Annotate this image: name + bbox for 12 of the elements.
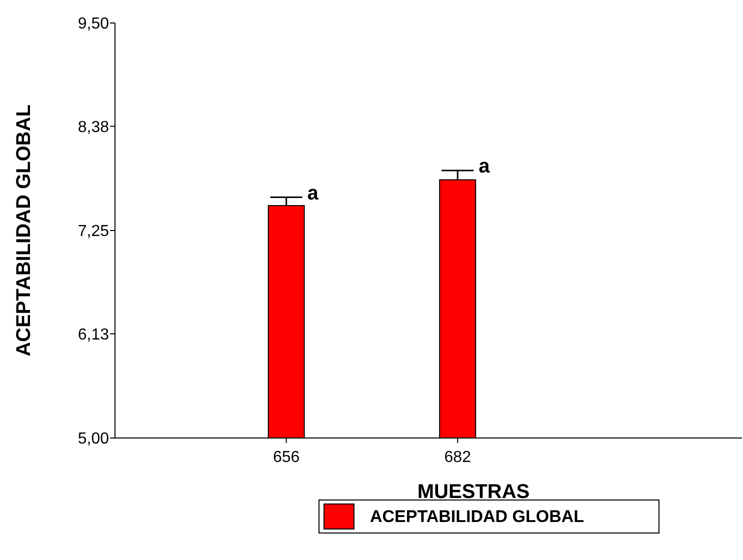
x-axis-title: MUESTRAS	[417, 481, 530, 503]
y-tick-label: 8,38	[78, 118, 110, 136]
legend-label: ACEPTABILIDAD GLOBAL	[370, 507, 584, 526]
x-tick-label: 656	[272, 449, 300, 466]
y-tick-label: 9,50	[78, 16, 110, 33]
annotation: a	[307, 182, 320, 204]
y-tick-label: 7,25	[78, 223, 110, 240]
y-tick-label: 5,00	[78, 430, 110, 448]
x-tick-label: 682	[444, 449, 472, 466]
y-axis-title: ACEPTABILIDAD GLOBAL	[13, 104, 35, 356]
y-tick-label: 6,13	[78, 326, 110, 344]
annotation: a	[478, 156, 491, 178]
